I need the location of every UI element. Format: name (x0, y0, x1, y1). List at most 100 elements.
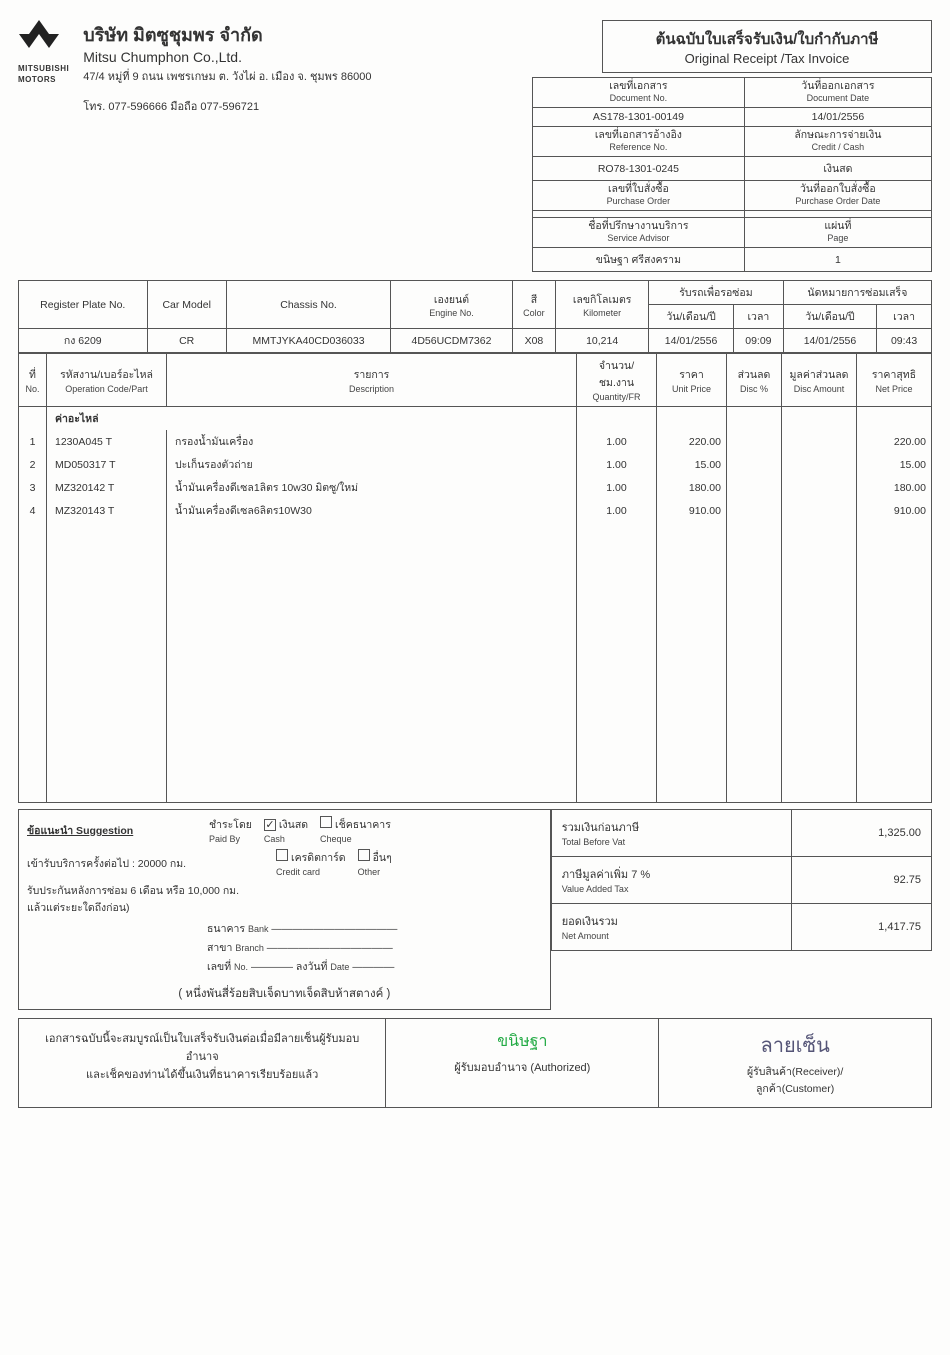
receipt-title-en: Original Receipt /Tax Invoice (613, 51, 921, 66)
subtotal-label: รวมเงินก่อนภาษีTotal Before Vat (551, 809, 791, 856)
recv-date-value: 14/01/2556 (649, 329, 734, 353)
item-no: 1 (19, 430, 47, 453)
suggestion-title: ข้อแนะนำ Suggestion (27, 825, 133, 837)
item-qty: 1.00 (577, 430, 657, 453)
km-header: เลขกิโลเมตรKilometer (556, 281, 649, 329)
net-value: 1,417.75 (791, 903, 931, 950)
doc-date-value: 14/01/2556 (744, 108, 931, 127)
company-address: 47/4 หมู่ที่ 9 ถนน เพชรเกษม ต. วังไผ่ อ.… (83, 67, 371, 85)
po-date-value (744, 211, 931, 218)
credit-checkbox[interactable] (276, 849, 288, 861)
item-net: 220.00 (857, 430, 932, 453)
doc-no-value: AS178-1301-00149 (533, 108, 745, 127)
table-row: 11230A045 Tกรองน้ำมันเครื่อง1.00220.0022… (19, 430, 932, 453)
section-no (19, 407, 47, 431)
plate-header: Register Plate No. (19, 281, 148, 329)
col-no: ที่No. (19, 354, 47, 407)
paidby-label-en: Paid By (209, 834, 240, 844)
engine-header: เองยนต์Engine No. (391, 281, 512, 329)
receiver-box: ลายเซ็น ผู้รับสินค้า(Receiver)/ ลูกค้า(C… (659, 1018, 932, 1108)
col-price: ราคาUnit Price (657, 354, 727, 407)
cash-label: เงินสด (279, 819, 308, 831)
col-disc: ส่วนลดDisc % (727, 354, 782, 407)
section-label: ค่าอะไหล่ (47, 407, 577, 431)
done-date-value: 14/01/2556 (783, 329, 876, 353)
recv-header: รับรถเพื่อรอซ่อม (649, 281, 784, 305)
ref-no-value: RO78-1301-0245 (533, 157, 745, 181)
done-header: นัดหมายการซ่อมเสร็จ (783, 281, 931, 305)
company-name-en: Mitsu Chumphon Co.,Ltd. (83, 49, 371, 65)
plate-value: กง 6209 (19, 329, 148, 353)
authorized-box: ขนิษฐา ผู้รับมอบอำนาจ (Authorized) (386, 1018, 659, 1108)
receipt-title-box: ต้นฉบับใบเสร็จรับเงิน/ใบกำกับภาษี Origin… (602, 20, 932, 73)
company-block: บริษัท มิตซูชุมพร จำกัด Mitsu Chumphon C… (83, 20, 371, 115)
other-checkbox[interactable] (358, 849, 370, 861)
branch-label: สาขา (207, 942, 232, 954)
recv-time-value: 09:09 (734, 329, 784, 353)
cert-row: เอกสารฉบับนี้จะสมบูรณ์เป็นใบเสร็จรับเงิน… (18, 1018, 932, 1108)
ref-no-label: เลขที่เอกสารอ้างอิงReference No. (533, 127, 745, 157)
logo-sub: MOTORS (18, 75, 69, 84)
cheque-checkbox[interactable] (320, 816, 332, 828)
item-code: MZ320143 T (47, 499, 167, 522)
chassis-header: Chassis No. (226, 281, 390, 329)
item-no: 4 (19, 499, 47, 522)
item-no: 2 (19, 453, 47, 476)
item-price: 180.00 (657, 476, 727, 499)
item-disc (727, 453, 782, 476)
pay-char-label: ลักษณะการจ่ายเงินCredit / Cash (744, 127, 931, 157)
table-row: 3MZ320142 Tน้ำมันเครื่องดีเซล1ลิตร 10w30… (19, 476, 932, 499)
color-value: X08 (512, 329, 555, 353)
suggestion-line3: แล้วแต่ระยะใดถึงก่อน) (27, 899, 542, 916)
item-no: 3 (19, 476, 47, 499)
items-table: ที่No. รหัสงาน/เบอร์อะไหล่Operation Code… (18, 353, 932, 803)
col-discamt: มูลค่าส่วนลดDisc Amount (782, 354, 857, 407)
chequeno-label: เลขที่ (207, 961, 231, 973)
credit-label: เครดิตการ์ด (291, 852, 346, 864)
model-value: CR (147, 329, 226, 353)
cheque-label: เช็คธนาคาร (335, 819, 391, 831)
mitsubishi-logo-icon: MITSUBISHI MOTORS (18, 20, 69, 84)
logo-block: MITSUBISHI MOTORS บริษัท มิตซูชุมพร จำกั… (18, 20, 371, 115)
po-no-value (533, 211, 745, 218)
cert-line1: เอกสารฉบับนี้จะสมบูรณ์เป็นใบเสร็จรับเงิน… (29, 1029, 375, 1065)
receiver-label: ผู้รับสินค้า(Receiver)/ (665, 1063, 925, 1080)
item-discamt (782, 430, 857, 453)
doc-date-label: วันที่ออกเอกสารDocument Date (744, 78, 931, 108)
other-label: อื่นๆ (373, 852, 392, 864)
item-desc: ปะเก็นรองตัวถ่าย (167, 453, 577, 476)
bank-label: ธนาคาร (207, 923, 245, 935)
item-disc (727, 499, 782, 522)
header: MITSUBISHI MOTORS บริษัท มิตซูชุมพร จำกั… (18, 20, 932, 272)
page-label: แผ่นที่Page (744, 218, 931, 248)
amount-words: ( หนึ่งพันสี่ร้อยสิบเจ็ดบาทเจ็ดสิบห้าสตา… (27, 985, 542, 1003)
company-name-th: บริษัท มิตซูชุมพร จำกัด (83, 20, 371, 49)
suggestion-line1: เข้ารับบริการครั้งต่อไป : 20000 กม. (27, 855, 197, 872)
item-net: 15.00 (857, 453, 932, 476)
company-tel: โทร. 077-596666 มือถือ 077-596721 (83, 97, 371, 115)
suggestion-line2: รับประกันหลังการซ่อม 6 เดือน หรือ 10,000… (27, 882, 542, 899)
item-desc: น้ำมันเครื่องดีเซล1ลิตร 10w30 มิตซู/ใหม่ (167, 476, 577, 499)
table-row: 4MZ320143 Tน้ำมันเครื่องดีเซล6ลิตร10W301… (19, 499, 932, 522)
suggestion-payment-box: ข้อแนะนำ Suggestion ชำระโดย Paid By เงิน… (18, 809, 551, 1010)
vehicle-meta-table: Register Plate No. Car Model Chassis No.… (18, 280, 932, 353)
item-code: MD050317 T (47, 453, 167, 476)
item-discamt (782, 453, 857, 476)
done-time-value: 09:43 (877, 329, 932, 353)
net-label: ยอดเงินรวมNet Amount (551, 903, 791, 950)
item-code: 1230A045 T (47, 430, 167, 453)
item-code: MZ320142 T (47, 476, 167, 499)
receiver-signature: ลายเซ็น (665, 1029, 925, 1061)
vat-label: ภาษีมูลค่าเพิ่ม 7 %Value Added Tax (551, 856, 791, 903)
item-qty: 1.00 (577, 453, 657, 476)
customer-label: ลูกค้า(Customer) (665, 1080, 925, 1097)
col-code: รหัสงาน/เบอร์อะไหล่Operation Code/Part (47, 354, 167, 407)
table-row: 2MD050317 Tปะเก็นรองตัวถ่าย1.0015.0015.0… (19, 453, 932, 476)
recv-date-header: วัน/เดือน/ปี (649, 305, 734, 329)
done-date-header: วัน/เดือน/ปี (783, 305, 876, 329)
item-net: 180.00 (857, 476, 932, 499)
cash-checkbox[interactable] (264, 819, 276, 831)
totals-box: รวมเงินก่อนภาษีTotal Before Vat 1,325.00… (551, 809, 932, 1010)
engine-value: 4D56UCDM7362 (391, 329, 512, 353)
cert-text: เอกสารฉบับนี้จะสมบูรณ์เป็นใบเสร็จรับเงิน… (18, 1018, 386, 1108)
